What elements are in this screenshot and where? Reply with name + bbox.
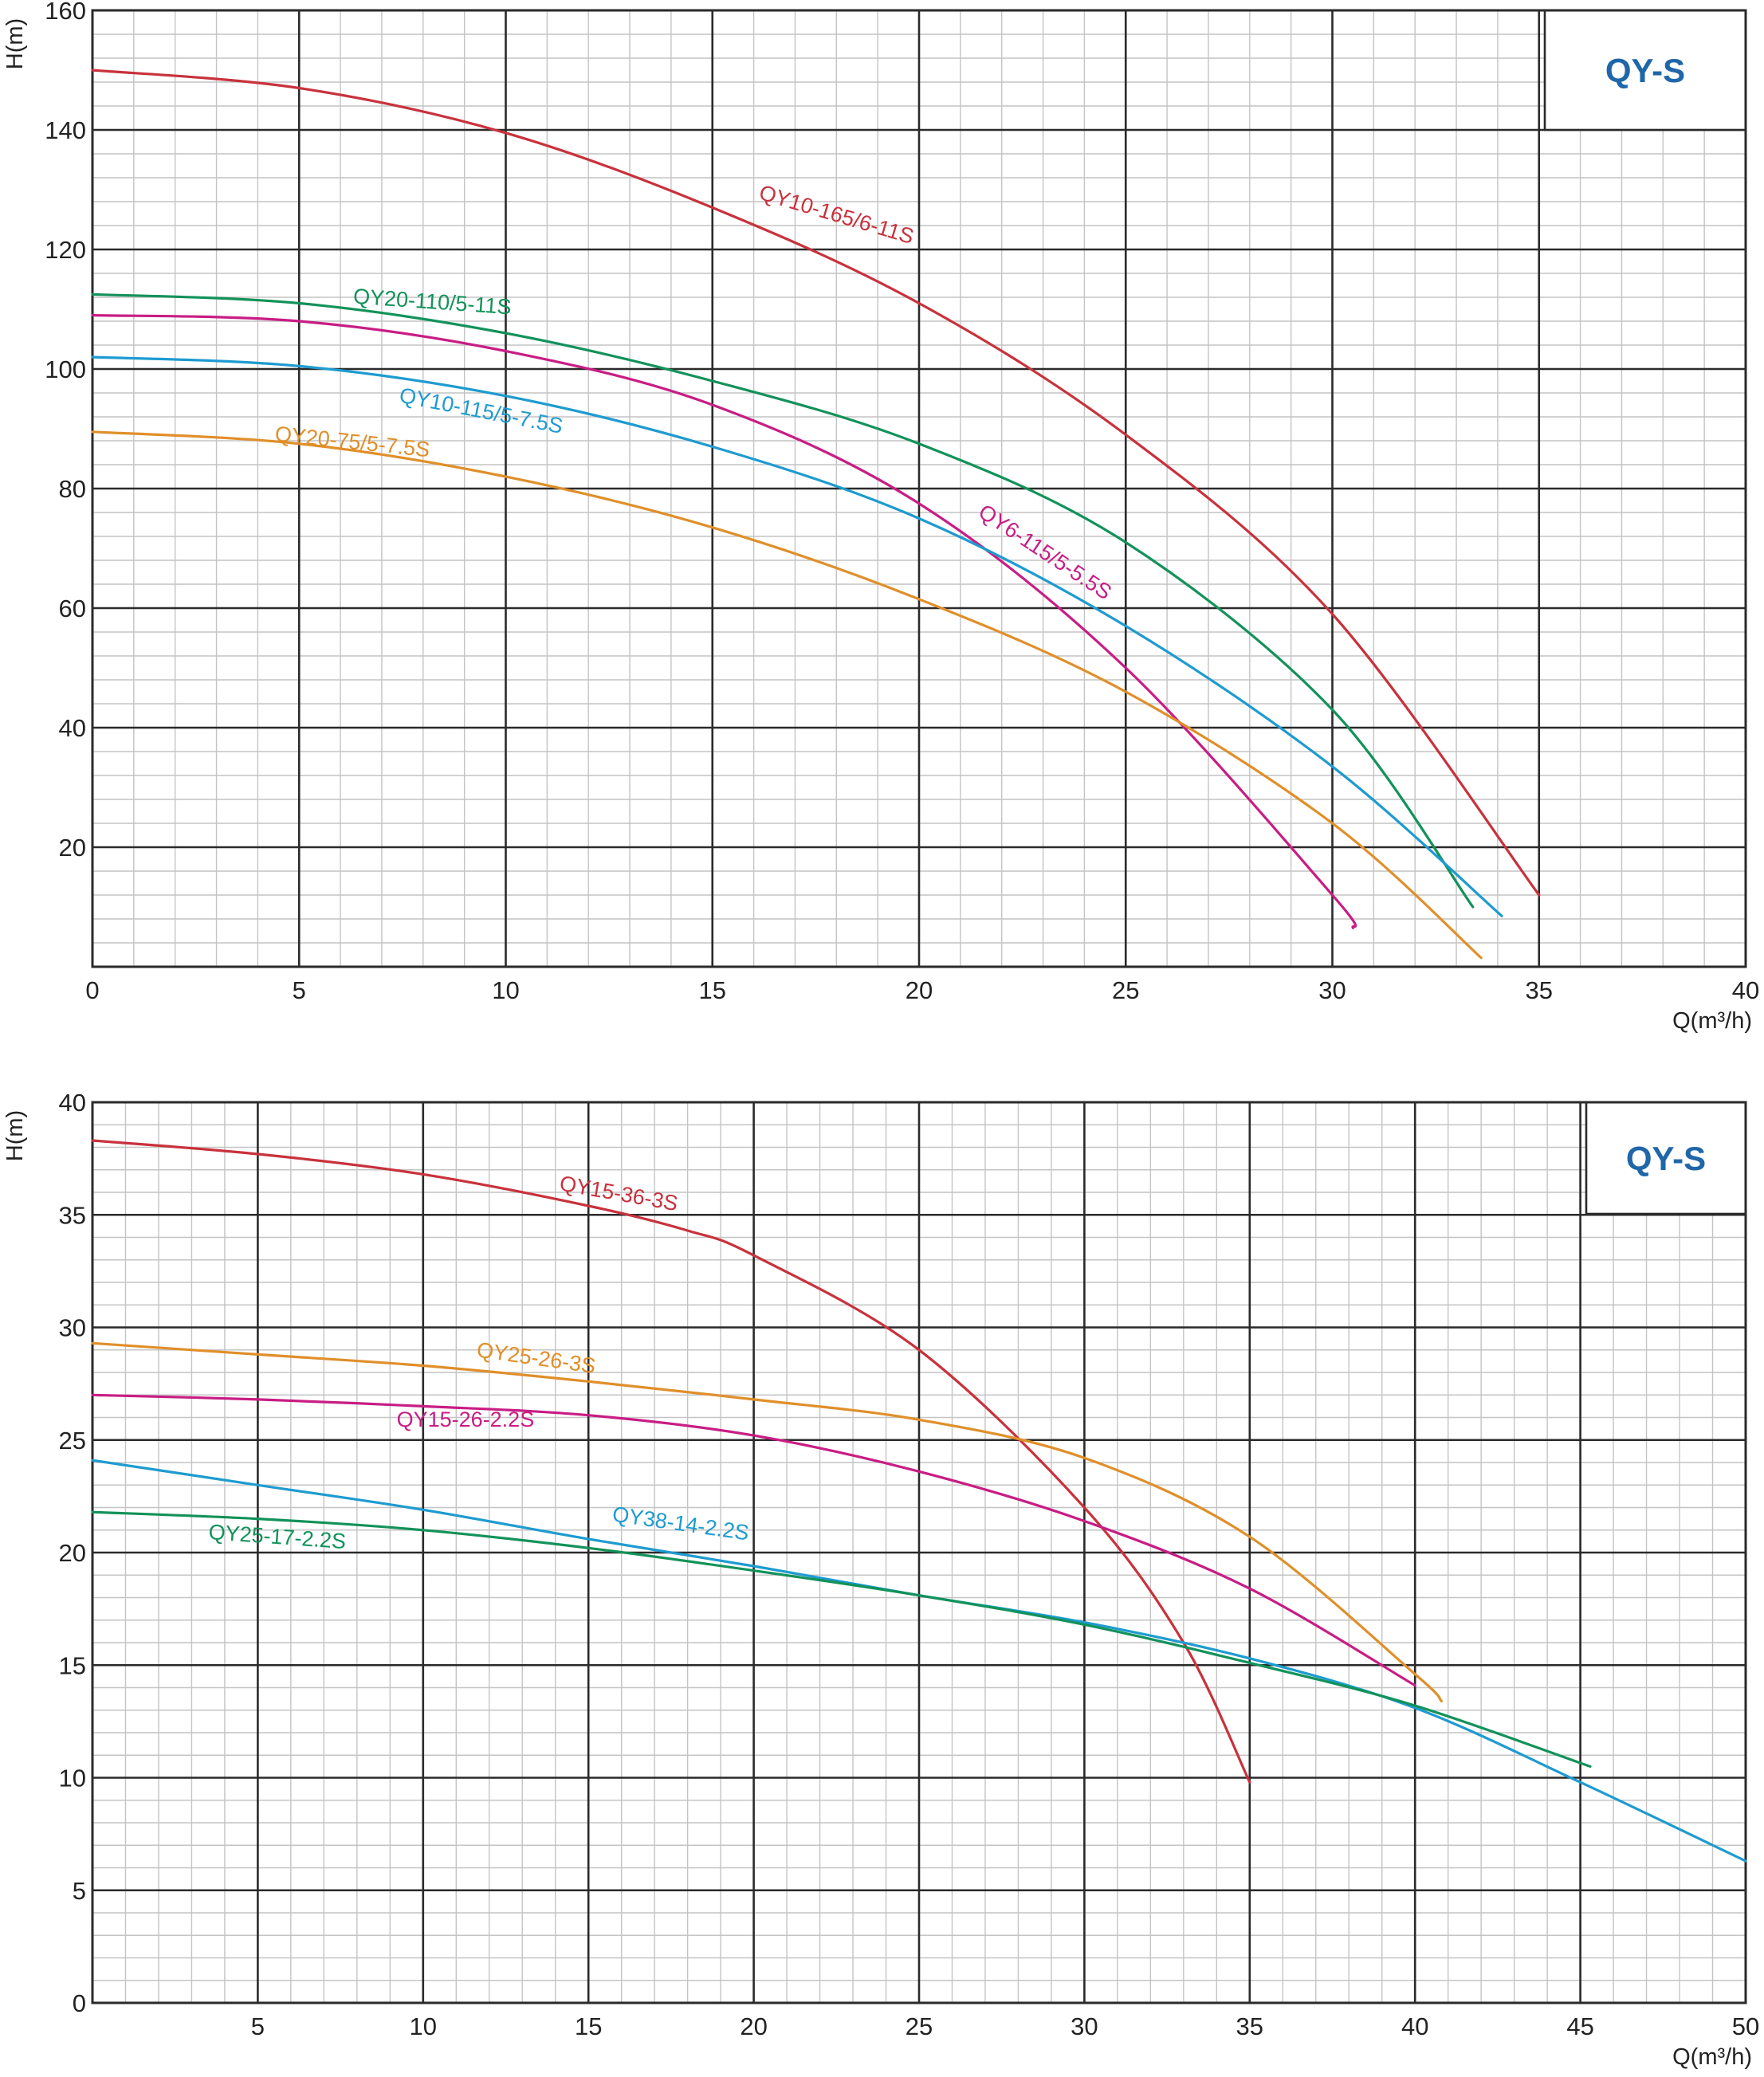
x-tick-label: 35 (1236, 2012, 1263, 2040)
x-axis-label: Q(m³/h) (1672, 2044, 1752, 2070)
x-tick-label: 5 (251, 2012, 265, 2040)
y-tick-label: 100 (45, 355, 86, 383)
x-tick-label: 30 (1318, 976, 1346, 1004)
series-line-QY15-26-2.2S (91, 1393, 1416, 1687)
y-tick-label: 40 (59, 1089, 86, 1117)
x-tick-label: 0 (85, 976, 99, 1004)
series-label: QY6-115/5-5.5S (974, 500, 1116, 605)
x-tick-label: 30 (1071, 2012, 1098, 2040)
y-tick-label: 5 (73, 1877, 86, 1905)
grid (91, 9, 1747, 968)
y-tick-label: 40 (59, 714, 86, 742)
x-tick-label: 20 (740, 2012, 767, 2040)
x-tick-label: 10 (410, 2012, 437, 2040)
y-tick-label: 0 (73, 1989, 86, 2017)
x-tick-label: 45 (1566, 2012, 1593, 2040)
series-badge-box (1585, 1101, 1747, 1215)
series-label: QY15-26-2.2S (397, 1408, 535, 1431)
y-tick-label: 25 (59, 1427, 86, 1455)
series-label: QY15-36-3S (558, 1172, 680, 1216)
series-line-QY10-115/5-7.5S (91, 355, 1503, 917)
series-badge: QY-S (1626, 1140, 1706, 1177)
x-tick-label: 15 (575, 2012, 602, 2040)
x-tick-label: 40 (1732, 976, 1759, 1004)
y-axis-label: H(m) (2, 18, 28, 69)
series-line-QY6-115/5-5.5S (91, 313, 1357, 929)
x-tick-label: 35 (1526, 976, 1553, 1004)
chart-panel-1: QY-S 0 5 10 15 20 25 30 35 40 20 40 60 80 100 120 140 160… (2, 0, 1759, 1034)
series-line-QY10-165/6-11S (91, 69, 1541, 897)
plot-frame (91, 1101, 1747, 2004)
series-line-QY25-17-2.2S (91, 1510, 1592, 1768)
y-tick-label: 160 (45, 0, 86, 25)
series-line-QY20-75/5-7.5S (91, 430, 1483, 960)
y-tick-label: 60 (59, 595, 86, 622)
series-badge: QY-S (1605, 52, 1685, 89)
chart-panel-2: QY-S 5 10 15 20 25 30 35 40 45 50 0 5 10 15 20 25 30 35 40 H… (2, 1089, 1759, 2070)
y-tick-label: 20 (59, 1539, 86, 1567)
series-line-QY25-26-3S (91, 1341, 1443, 1702)
x-tick-label: 25 (906, 2012, 933, 2040)
x-tick-label: 5 (293, 976, 306, 1004)
y-tick-label: 15 (59, 1651, 86, 1679)
series-label: QY25-17-2.2S (208, 1520, 347, 1553)
x-tick-label: 40 (1401, 2012, 1428, 2040)
y-tick-label: 140 (45, 116, 86, 144)
x-tick-label: 20 (906, 976, 933, 1004)
x-axis-label: Q(m³/h) (1672, 1008, 1752, 1034)
x-tick-label: 15 (699, 976, 726, 1004)
x-tick-label: 50 (1732, 2012, 1759, 2040)
series-label: QY20-75/5-7.5S (274, 422, 431, 461)
series-label: QY38-14-2.2S (611, 1502, 750, 1545)
y-tick-label: 30 (59, 1314, 86, 1342)
series-line-QY20-110/5-11S (91, 293, 1475, 909)
x-tick-label: 10 (492, 976, 519, 1004)
y-tick-label: 80 (59, 475, 86, 503)
y-tick-label: 10 (59, 1765, 86, 1792)
series-line-QY15-36-3S (91, 1139, 1251, 1784)
y-tick-label: 20 (59, 834, 86, 862)
y-tick-label: 120 (45, 236, 86, 264)
series-badge-box (1543, 9, 1747, 132)
grid (91, 1101, 1747, 2004)
series-label: QY20-110/5-11S (352, 285, 512, 320)
plot-frame (91, 9, 1747, 968)
x-tick-label: 25 (1112, 976, 1139, 1004)
y-tick-label: 35 (59, 1201, 86, 1229)
y-axis-label: H(m) (2, 1110, 28, 1161)
